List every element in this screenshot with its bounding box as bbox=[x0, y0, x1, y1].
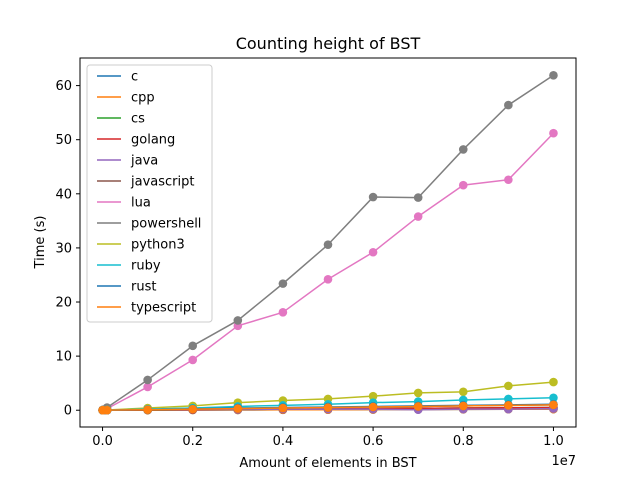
data-point-lua bbox=[188, 355, 198, 365]
y-tick-label: 20 bbox=[55, 296, 72, 311]
data-point-powershell bbox=[504, 100, 513, 110]
data-point-typescript bbox=[143, 405, 152, 414]
y-tick-label: 0 bbox=[64, 404, 72, 419]
x-tick-label: 0.4 bbox=[273, 434, 294, 449]
data-point-lua bbox=[143, 382, 152, 392]
chart-title: Counting height of BST bbox=[236, 34, 421, 53]
data-point-powershell bbox=[413, 193, 423, 202]
y-axis-label: Time (s) bbox=[33, 216, 48, 270]
legend-label: lua bbox=[131, 196, 151, 211]
data-point-python3 bbox=[549, 377, 558, 387]
legend-item: cs bbox=[97, 112, 145, 127]
data-point-ruby bbox=[504, 394, 513, 404]
data-point-powershell bbox=[233, 316, 243, 325]
data-point-typescript bbox=[278, 403, 288, 413]
legend-label: ruby bbox=[131, 259, 161, 274]
legend-label: python3 bbox=[131, 238, 185, 253]
data-point-powershell bbox=[458, 145, 468, 154]
legend-item: java bbox=[97, 154, 158, 169]
data-point-lua bbox=[504, 175, 513, 185]
legend-label: powershell bbox=[131, 217, 201, 232]
series-typescript bbox=[98, 400, 558, 415]
legend-item: javascript bbox=[97, 175, 194, 190]
x-tick-label: 0.0 bbox=[92, 434, 113, 449]
legend-item: powershell bbox=[97, 217, 201, 232]
x-axis-label: Amount of elements in BST bbox=[239, 456, 416, 471]
y-tick-label: 60 bbox=[55, 79, 72, 94]
x-tick-label: 0.6 bbox=[363, 434, 384, 449]
plot-area bbox=[98, 71, 558, 415]
data-point-typescript bbox=[413, 402, 423, 411]
data-point-lua bbox=[413, 212, 423, 221]
legend-label: golang bbox=[131, 133, 175, 148]
data-point-lua bbox=[458, 180, 468, 190]
x-axis-offset-label: 1e7 bbox=[551, 454, 576, 469]
legend-box bbox=[86, 64, 213, 323]
legend-item: c bbox=[97, 70, 138, 85]
legend-item: ruby bbox=[97, 259, 161, 274]
data-point-lua bbox=[278, 307, 288, 317]
data-point-lua bbox=[549, 128, 558, 138]
legend-item: rust bbox=[97, 280, 156, 295]
data-point-typescript bbox=[188, 404, 198, 414]
data-point-typescript bbox=[504, 401, 513, 410]
data-point-python3 bbox=[368, 391, 378, 401]
legend-label: rust bbox=[131, 280, 156, 295]
y-tick-label: 50 bbox=[55, 133, 72, 148]
data-point-typescript bbox=[323, 403, 333, 412]
legend-item: golang bbox=[97, 133, 175, 148]
y-axis: 0 10 20 30 40 50 60 bbox=[55, 79, 80, 419]
data-point-typescript bbox=[368, 402, 378, 412]
legend-label: java bbox=[130, 154, 158, 169]
data-point-powershell bbox=[368, 192, 378, 202]
y-tick-label: 10 bbox=[55, 350, 72, 365]
data-point-powershell bbox=[188, 341, 198, 351]
legend: c cpp cs golang java javascript lua powershell p… bbox=[86, 64, 213, 323]
x-tick-label: 0.8 bbox=[453, 434, 474, 449]
data-point-typescript bbox=[458, 401, 468, 411]
legend-label: cs bbox=[131, 112, 145, 127]
data-point-powershell bbox=[278, 279, 288, 288]
legend-label: cpp bbox=[131, 91, 155, 106]
legend-label: typescript bbox=[131, 301, 196, 316]
y-tick-label: 30 bbox=[55, 241, 72, 256]
data-point-python3 bbox=[458, 387, 468, 397]
legend-item: cpp bbox=[97, 91, 155, 106]
legend-item: python3 bbox=[97, 238, 185, 253]
data-point-python3 bbox=[504, 381, 513, 391]
data-point-powershell bbox=[323, 240, 333, 249]
legend-label: javascript bbox=[130, 175, 194, 190]
x-tick-label: 1.0 bbox=[543, 434, 564, 449]
data-point-ruby bbox=[549, 393, 558, 403]
axes-frame bbox=[79, 57, 577, 428]
legend-item: lua bbox=[97, 196, 151, 211]
data-point-lua bbox=[368, 247, 378, 257]
x-axis: 0.0 0.2 0.4 0.6 0.8 1.0 bbox=[92, 427, 564, 449]
legend-label: c bbox=[131, 70, 138, 85]
data-point-typescript bbox=[102, 405, 112, 415]
data-point-python3 bbox=[413, 388, 423, 398]
x-tick-label: 0.2 bbox=[182, 434, 203, 449]
data-point-powershell bbox=[143, 375, 152, 385]
data-point-typescript bbox=[233, 404, 243, 413]
data-point-lua bbox=[323, 274, 333, 284]
data-point-typescript bbox=[549, 400, 558, 410]
y-tick-label: 40 bbox=[55, 187, 72, 202]
legend-item: typescript bbox=[97, 301, 196, 316]
data-point-powershell bbox=[549, 71, 558, 80]
